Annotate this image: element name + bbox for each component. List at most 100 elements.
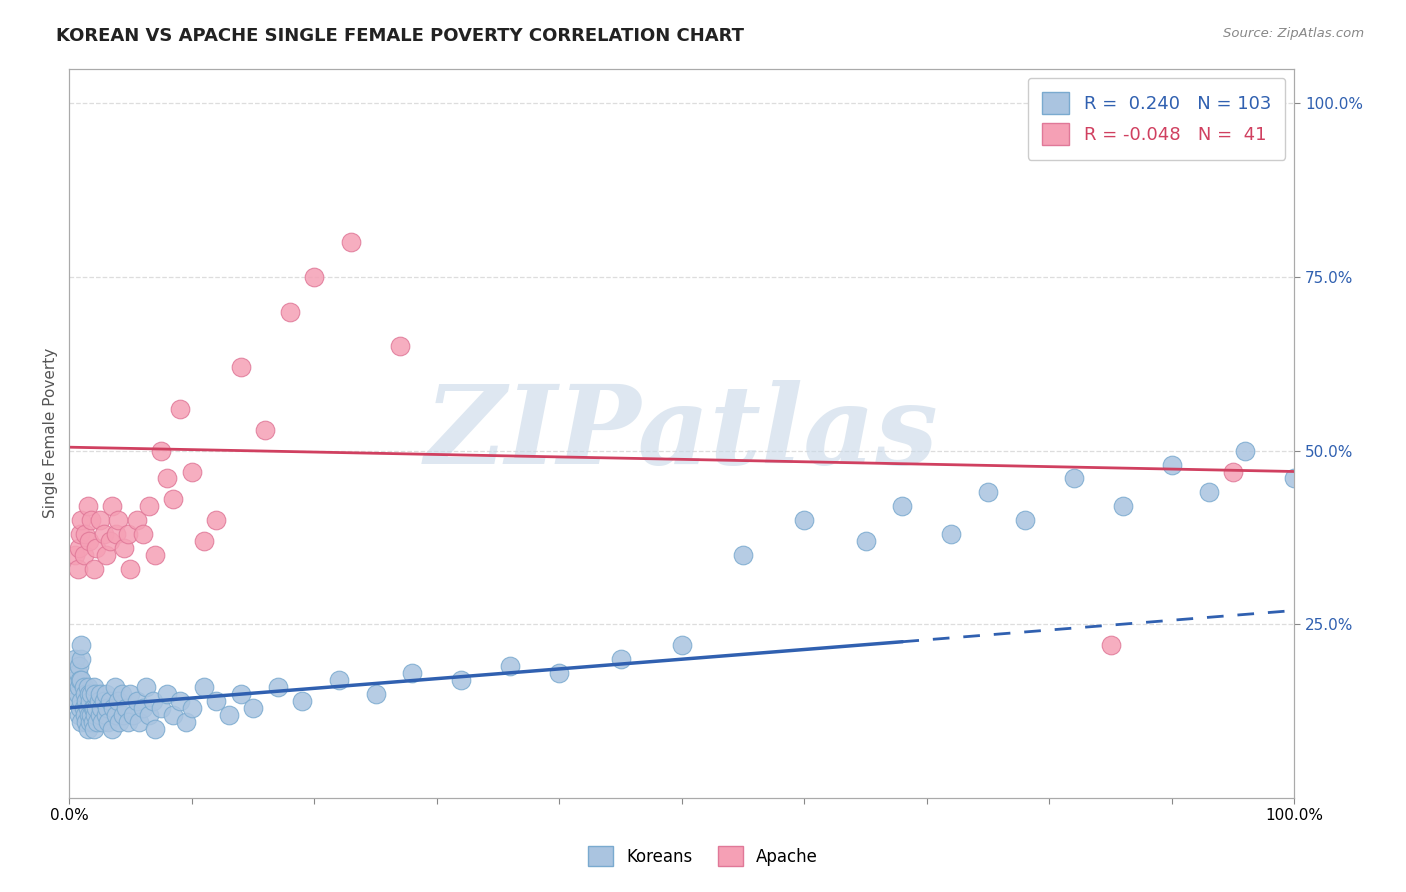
Point bbox=[69, 700, 91, 714]
Point bbox=[86, 714, 108, 729]
Point bbox=[104, 527, 127, 541]
Point bbox=[977, 485, 1000, 500]
Point bbox=[1099, 638, 1122, 652]
Point bbox=[75, 694, 97, 708]
Point bbox=[75, 527, 97, 541]
Point bbox=[855, 533, 877, 548]
Point bbox=[169, 401, 191, 416]
Point bbox=[91, 714, 114, 729]
Point bbox=[793, 513, 815, 527]
Point bbox=[90, 700, 112, 714]
Point bbox=[229, 687, 252, 701]
Point bbox=[66, 562, 89, 576]
Legend: Koreans, Apache: Koreans, Apache bbox=[579, 838, 827, 875]
Point bbox=[218, 707, 240, 722]
Text: Source: ZipAtlas.com: Source: ZipAtlas.com bbox=[1223, 27, 1364, 40]
Point bbox=[205, 694, 228, 708]
Point bbox=[156, 687, 179, 701]
Point bbox=[80, 687, 103, 701]
Point bbox=[76, 722, 98, 736]
Point bbox=[193, 680, 215, 694]
Point bbox=[108, 714, 131, 729]
Point bbox=[122, 707, 145, 722]
Point bbox=[205, 513, 228, 527]
Point bbox=[67, 659, 90, 673]
Point bbox=[340, 235, 363, 250]
Point bbox=[1198, 485, 1220, 500]
Point bbox=[111, 687, 134, 701]
Point bbox=[83, 562, 105, 576]
Point bbox=[266, 680, 288, 694]
Point bbox=[132, 527, 155, 541]
Point bbox=[83, 722, 105, 736]
Point bbox=[93, 694, 115, 708]
Point bbox=[66, 665, 89, 680]
Point bbox=[67, 707, 90, 722]
Point bbox=[120, 562, 142, 576]
Point bbox=[98, 694, 121, 708]
Point bbox=[107, 694, 129, 708]
Point bbox=[97, 714, 120, 729]
Point bbox=[84, 700, 107, 714]
Point bbox=[364, 687, 387, 701]
Point bbox=[93, 527, 115, 541]
Point bbox=[79, 714, 101, 729]
Point bbox=[83, 680, 105, 694]
Point bbox=[76, 680, 98, 694]
Point bbox=[70, 714, 93, 729]
Point bbox=[733, 548, 755, 562]
Point bbox=[150, 700, 173, 714]
Point bbox=[94, 707, 117, 722]
Point bbox=[1161, 458, 1184, 472]
Point bbox=[304, 269, 326, 284]
Point bbox=[103, 700, 125, 714]
Point bbox=[143, 722, 166, 736]
Point bbox=[193, 533, 215, 548]
Point bbox=[84, 541, 107, 555]
Point bbox=[94, 548, 117, 562]
Point bbox=[94, 687, 117, 701]
Point bbox=[1014, 513, 1036, 527]
Point bbox=[82, 714, 104, 729]
Point bbox=[103, 680, 125, 694]
Point bbox=[291, 694, 314, 708]
Point bbox=[79, 694, 101, 708]
Point bbox=[70, 638, 93, 652]
Point bbox=[128, 714, 150, 729]
Point bbox=[1234, 443, 1257, 458]
Point bbox=[67, 541, 90, 555]
Point bbox=[77, 533, 100, 548]
Point bbox=[254, 423, 277, 437]
Point bbox=[132, 700, 155, 714]
Point bbox=[75, 707, 97, 722]
Point bbox=[73, 700, 96, 714]
Point bbox=[389, 339, 412, 353]
Point bbox=[150, 443, 173, 458]
Point bbox=[117, 714, 139, 729]
Point bbox=[77, 707, 100, 722]
Point bbox=[1112, 500, 1135, 514]
Point bbox=[112, 541, 135, 555]
Point bbox=[1222, 465, 1244, 479]
Point bbox=[73, 548, 96, 562]
Point bbox=[69, 673, 91, 687]
Point bbox=[101, 722, 124, 736]
Point bbox=[98, 533, 121, 548]
Point bbox=[70, 513, 93, 527]
Point bbox=[70, 652, 93, 666]
Point bbox=[156, 471, 179, 485]
Point bbox=[96, 700, 118, 714]
Point bbox=[125, 513, 148, 527]
Point bbox=[89, 687, 111, 701]
Point bbox=[73, 680, 96, 694]
Point bbox=[401, 665, 423, 680]
Point bbox=[671, 638, 693, 652]
Point bbox=[104, 707, 127, 722]
Point bbox=[89, 513, 111, 527]
Point bbox=[141, 694, 163, 708]
Point bbox=[69, 527, 91, 541]
Point bbox=[180, 465, 202, 479]
Point bbox=[65, 694, 87, 708]
Point bbox=[67, 680, 90, 694]
Point bbox=[278, 304, 301, 318]
